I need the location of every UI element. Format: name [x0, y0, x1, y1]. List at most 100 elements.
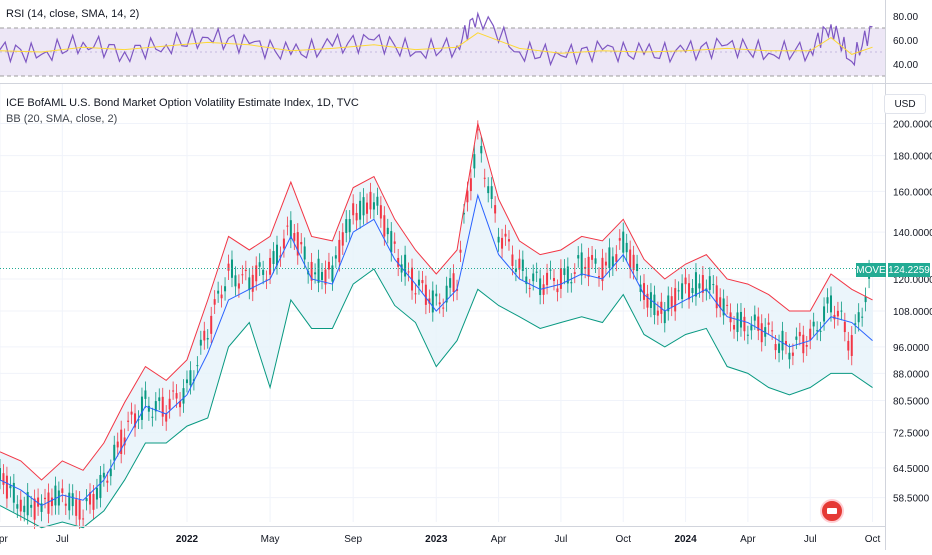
candle-body	[483, 177, 486, 179]
candle-body	[54, 485, 57, 506]
currency-button[interactable]: USD	[884, 94, 926, 114]
candle-body	[269, 257, 272, 275]
candle-body	[359, 200, 362, 220]
price-tick-label: 160.0000	[893, 187, 932, 198]
candle-body	[168, 398, 171, 410]
bb-indicator-label[interactable]: BB (20, SMA, close, 2)	[6, 113, 118, 125]
candle-body	[719, 297, 722, 308]
candle-body	[591, 255, 594, 260]
main-pane[interactable]: 200.0000 180.0000 160.0000 140.0000 120.0000…	[0, 84, 932, 550]
candle-body	[185, 379, 188, 384]
candle-body	[653, 294, 656, 316]
candle-body	[812, 321, 815, 327]
candle-body	[739, 311, 742, 328]
bb-band-fill	[0, 123, 873, 528]
candle-body	[715, 285, 718, 309]
candle-body	[480, 145, 483, 154]
candle-body	[452, 273, 455, 293]
price-tick-label: 64.5000	[893, 464, 930, 475]
candle-body	[303, 246, 306, 260]
candle-body	[147, 405, 150, 412]
price-tick-label: 180.0000	[893, 152, 932, 163]
candle-body	[514, 268, 517, 272]
candle-body	[272, 251, 275, 264]
bb-basis-line	[0, 193, 873, 507]
candle-body	[151, 416, 154, 418]
time-tick-label: Oct	[865, 534, 881, 545]
candle-body	[798, 331, 801, 337]
time-tick-label: Apr	[0, 534, 8, 545]
candle-body	[826, 297, 829, 304]
candle-body	[123, 437, 126, 446]
time-tick-label: May	[261, 534, 280, 545]
candle-body	[71, 493, 74, 507]
candle-body	[781, 330, 784, 351]
candle-body	[552, 277, 555, 282]
candle-body	[321, 272, 324, 281]
candle-body	[75, 499, 78, 516]
candle-body	[0, 468, 1, 480]
candle-body	[462, 212, 465, 215]
candle-body	[189, 370, 192, 386]
candle-body	[172, 390, 175, 392]
candle-body	[528, 287, 531, 289]
candle-body	[341, 232, 344, 246]
candle-body	[632, 254, 635, 271]
candle-body	[120, 429, 123, 454]
candle-body	[629, 249, 632, 270]
candle-body	[476, 129, 479, 131]
candle-body	[469, 178, 472, 192]
candle-body	[390, 231, 393, 253]
candle-body	[701, 275, 704, 293]
candle-body	[99, 474, 102, 499]
candle-body	[449, 278, 452, 288]
candle-body	[618, 238, 621, 241]
candle-body	[33, 498, 36, 520]
candle-body	[546, 272, 549, 286]
time-tick-label: Jul	[56, 534, 69, 545]
candle-body	[854, 323, 857, 325]
candle-body	[428, 298, 431, 304]
candle-body	[352, 203, 355, 216]
candle-body	[26, 492, 29, 516]
candle-body	[532, 273, 535, 282]
price-tick-label: 96.0000	[893, 343, 930, 354]
candle-body	[487, 186, 490, 194]
candle-body	[106, 480, 109, 483]
candle-body	[819, 330, 822, 332]
candle-body	[366, 202, 369, 214]
price-tick-label: 88.0000	[893, 369, 930, 380]
price-tick-label: 120.0000	[893, 275, 932, 286]
candle-body	[587, 256, 590, 277]
candle-body	[116, 441, 119, 448]
candle-body	[262, 269, 265, 275]
rsi-tick-label: 40.00	[893, 60, 918, 71]
candle-body	[40, 503, 43, 512]
candle-body	[539, 278, 542, 296]
tradingview-logo-icon[interactable]	[820, 499, 844, 523]
symbol-title[interactable]: ICE BofAML U.S. Bond Market Option Volat…	[6, 97, 359, 109]
candle-body	[577, 255, 580, 259]
candle-body	[688, 283, 691, 300]
candle-body	[397, 257, 400, 267]
candle-body	[404, 254, 407, 277]
candle-body	[300, 242, 303, 245]
candle-body	[566, 266, 569, 284]
candle-body	[286, 225, 289, 227]
rsi-label[interactable]: RSI (14, close, SMA, 14, 2)	[6, 8, 140, 20]
candle-body	[134, 413, 137, 428]
candle-body	[30, 504, 33, 508]
candle-body	[237, 283, 240, 289]
candle-body	[175, 393, 178, 399]
price-tick-label: 72.5000	[893, 428, 930, 439]
candle-body	[784, 340, 787, 345]
candle-body	[217, 290, 220, 294]
candle-body	[431, 290, 434, 313]
candle-body	[490, 186, 493, 200]
candle-body	[407, 271, 410, 273]
rsi-pane[interactable]: 80.00 60.00 40.00 RSI (14, close, SMA, 14,…	[0, 0, 932, 84]
candle-body	[601, 257, 604, 282]
candle-body	[611, 256, 614, 267]
candle-body	[778, 343, 781, 353]
price-tick-label: 58.5000	[893, 494, 930, 505]
